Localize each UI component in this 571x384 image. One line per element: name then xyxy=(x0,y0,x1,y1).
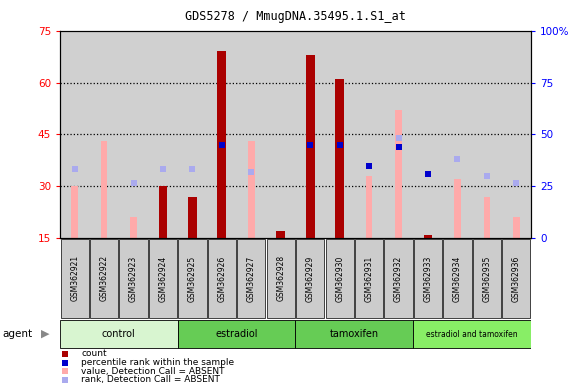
Bar xyxy=(472,31,501,238)
FancyBboxPatch shape xyxy=(355,239,383,318)
Bar xyxy=(325,31,355,238)
Bar xyxy=(395,110,402,238)
Text: GSM362924: GSM362924 xyxy=(159,255,167,301)
Bar xyxy=(218,51,226,238)
Bar xyxy=(276,231,285,238)
Text: percentile rank within the sample: percentile rank within the sample xyxy=(81,358,234,367)
FancyBboxPatch shape xyxy=(384,239,413,318)
Text: GSM362922: GSM362922 xyxy=(99,255,108,301)
Bar xyxy=(306,55,315,238)
Text: agent: agent xyxy=(3,329,33,339)
FancyBboxPatch shape xyxy=(149,239,177,318)
FancyBboxPatch shape xyxy=(60,320,178,348)
Text: estradiol and tamoxifen: estradiol and tamoxifen xyxy=(427,329,518,339)
Text: GSM362923: GSM362923 xyxy=(129,255,138,301)
FancyBboxPatch shape xyxy=(413,320,531,348)
Bar xyxy=(119,31,148,238)
FancyBboxPatch shape xyxy=(296,239,324,318)
Text: GSM362927: GSM362927 xyxy=(247,255,256,301)
Text: value, Detection Call = ABSENT: value, Detection Call = ABSENT xyxy=(81,367,224,376)
Text: GSM362933: GSM362933 xyxy=(424,255,432,301)
Bar xyxy=(413,31,443,238)
FancyBboxPatch shape xyxy=(90,239,118,318)
FancyBboxPatch shape xyxy=(237,239,266,318)
Bar xyxy=(355,31,384,238)
FancyBboxPatch shape xyxy=(61,239,89,318)
Text: count: count xyxy=(81,349,107,358)
Bar xyxy=(159,186,167,238)
Bar xyxy=(207,31,236,238)
Bar xyxy=(484,197,490,238)
FancyBboxPatch shape xyxy=(414,239,442,318)
Bar xyxy=(296,31,325,238)
Text: GSM362936: GSM362936 xyxy=(512,255,521,301)
Bar xyxy=(188,197,197,238)
FancyBboxPatch shape xyxy=(178,320,296,348)
Bar xyxy=(248,141,255,238)
Text: GDS5278 / MmugDNA.35495.1.S1_at: GDS5278 / MmugDNA.35495.1.S1_at xyxy=(185,10,406,23)
Bar xyxy=(443,31,472,238)
Bar xyxy=(148,31,178,238)
Bar xyxy=(513,217,520,238)
Bar xyxy=(424,235,432,238)
Text: rank, Detection Call = ABSENT: rank, Detection Call = ABSENT xyxy=(81,375,220,384)
Text: GSM362929: GSM362929 xyxy=(305,255,315,301)
Text: GSM362930: GSM362930 xyxy=(335,255,344,301)
FancyBboxPatch shape xyxy=(178,239,207,318)
Text: GSM362934: GSM362934 xyxy=(453,255,462,301)
Bar xyxy=(178,31,207,238)
Bar xyxy=(130,217,137,238)
Text: GSM362931: GSM362931 xyxy=(365,255,373,301)
Bar xyxy=(335,79,344,238)
Bar xyxy=(384,31,413,238)
FancyBboxPatch shape xyxy=(119,239,148,318)
Bar xyxy=(454,179,461,238)
Bar xyxy=(236,31,266,238)
FancyBboxPatch shape xyxy=(325,239,354,318)
Text: ▶: ▶ xyxy=(41,329,50,339)
Bar xyxy=(71,186,78,238)
Bar xyxy=(90,31,119,238)
Text: GSM362925: GSM362925 xyxy=(188,255,197,301)
FancyBboxPatch shape xyxy=(473,239,501,318)
Text: GSM362932: GSM362932 xyxy=(394,255,403,301)
FancyBboxPatch shape xyxy=(443,239,472,318)
Text: GSM362935: GSM362935 xyxy=(482,255,492,301)
Bar xyxy=(266,31,296,238)
Text: estradiol: estradiol xyxy=(215,329,258,339)
FancyBboxPatch shape xyxy=(208,239,236,318)
Bar xyxy=(60,31,90,238)
Bar xyxy=(101,141,107,238)
Text: GSM362928: GSM362928 xyxy=(276,255,286,301)
Bar xyxy=(501,31,531,238)
Text: GSM362921: GSM362921 xyxy=(70,255,79,301)
Text: tamoxifen: tamoxifen xyxy=(330,329,379,339)
Text: control: control xyxy=(102,329,136,339)
Bar xyxy=(366,176,372,238)
Text: GSM362926: GSM362926 xyxy=(218,255,226,301)
FancyBboxPatch shape xyxy=(267,239,295,318)
FancyBboxPatch shape xyxy=(296,320,413,348)
FancyBboxPatch shape xyxy=(502,239,530,318)
